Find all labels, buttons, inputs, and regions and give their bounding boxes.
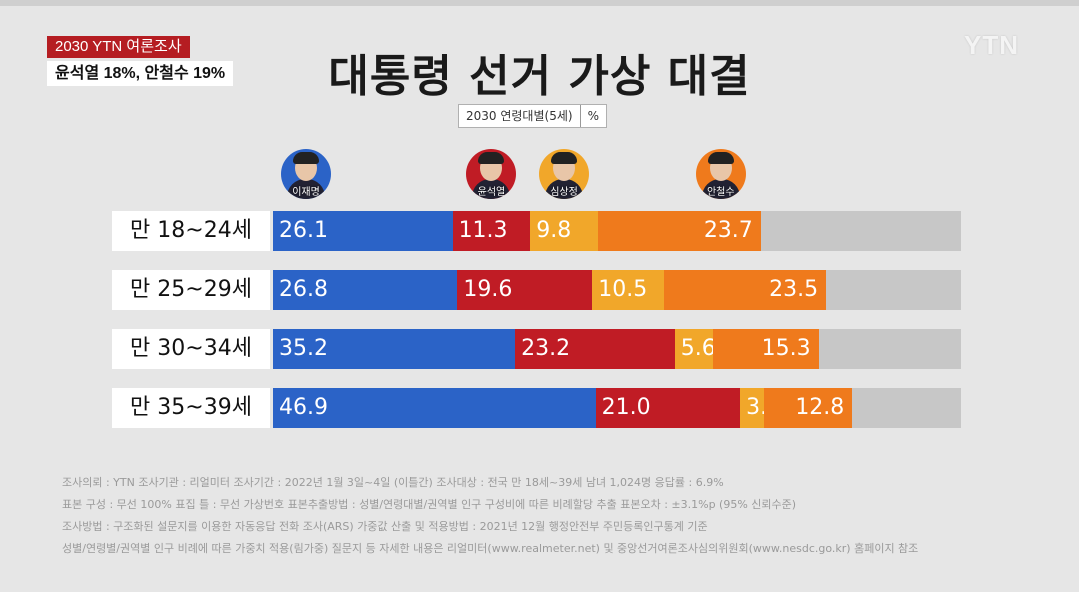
bar-segment xyxy=(273,270,458,310)
footnote-line: 조사의뢰 : YTN 조사기관 : 리얼미터 조사기간 : 2022년 1월 3… xyxy=(62,474,724,490)
row-label: 만 30~34세 xyxy=(112,329,270,369)
data-label: 46.9 xyxy=(279,395,328,420)
chart-title: 대통령 선거 가상 대결 xyxy=(328,51,751,102)
bar-segment xyxy=(597,211,761,251)
candidate-name: 윤석열 xyxy=(477,187,506,198)
hair-shape xyxy=(551,152,578,164)
bar-track: 35.2 23.2 5.6 15.3 xyxy=(273,329,961,369)
suit-shape xyxy=(701,179,740,199)
bar-track: 26.8 19.6 10.5 23.5 xyxy=(273,270,961,310)
headline-caption: 윤석열 18%, 안철수 19% xyxy=(47,61,234,86)
bar-segment xyxy=(764,388,853,428)
data-label: 9.8 xyxy=(536,218,572,243)
bar-segment xyxy=(273,388,596,428)
chart-subtitle-box: 2030 연령대별(5세) % xyxy=(458,104,607,128)
data-label: 21.0 xyxy=(601,395,651,420)
footnote-item: 조사기관 : 리얼미터 xyxy=(138,476,231,489)
footnote-item: 표본오차 : ±3.1%p (95% 신뢰수준) xyxy=(620,498,797,511)
bar-segment xyxy=(595,388,741,428)
footnote-item: 조사의뢰 : YTN xyxy=(62,476,135,489)
data-label: 10.5 xyxy=(598,277,648,302)
hair-shape xyxy=(478,152,505,164)
bar-segment xyxy=(713,329,819,369)
data-label: 12.8 xyxy=(795,395,845,420)
survey-tag: 2030 YTN 여론조사 xyxy=(47,36,190,58)
footnote-item: 조사기간 : 2022년 1월 3일~4일 (이틀간) xyxy=(233,476,433,489)
bar-segment xyxy=(740,388,765,428)
data-label: 26.1 xyxy=(279,218,328,243)
footnote-item: 표본추출방법 : 성별/연령대별/권역별 인구 구성비에 따른 비례할당 추출 xyxy=(287,498,617,511)
bar-segment xyxy=(457,270,593,310)
bar-track: 26.1 11.3 9.8 23.7 xyxy=(273,211,961,251)
candidate-name: 이재명 xyxy=(292,187,320,198)
bar-segment xyxy=(592,270,665,310)
footnote-item: 조사방법 : 구조화된 설문지를 이용한 자동응답 전화 조사(ARS) xyxy=(62,520,354,533)
footnote-line: 표본 구성 : 무선 100% 표집 틀 : 무선 가상번호 표본추출방법 : … xyxy=(62,496,796,512)
row-label: 만 18~24세 xyxy=(112,211,270,251)
data-label: 19.6 xyxy=(463,277,513,302)
candidate-name: 안철수 xyxy=(706,187,735,198)
data-label: 23.2 xyxy=(521,336,571,361)
data-label: 35.2 xyxy=(279,336,328,361)
footnote-item: 질문지 등 자세한 내용은 리얼미터(www.realmeter.net) 및 … xyxy=(331,542,919,555)
bar-segment xyxy=(273,329,516,369)
bar-segment xyxy=(530,211,598,251)
suit-shape xyxy=(287,179,325,199)
data-label: 5.6 xyxy=(680,336,716,361)
row-label: 만 35~39세 xyxy=(112,388,270,428)
candidate-avatar: 이재명 xyxy=(281,149,331,199)
footnote-line: 성별/연령별/권역별 인구 비례에 따른 가중치 적용(림가중) 질문지 등 자… xyxy=(62,540,918,556)
suit-shape xyxy=(472,179,511,199)
row-label: 만 25~29세 xyxy=(112,270,270,310)
candidate-name: 심상정 xyxy=(550,187,578,198)
candidate-avatar: 안철수 xyxy=(695,149,746,199)
bar-segment xyxy=(273,211,453,251)
data-label: 11.3 xyxy=(458,218,508,243)
footnote-item: 조사대상 : 전국 만 18세~39세 남녀 1,024명 xyxy=(436,476,652,489)
bar-segment xyxy=(664,270,827,310)
ytn-logo: YTN xyxy=(964,30,1019,60)
chart-subtitle: 2030 연령대별(5세) xyxy=(459,105,581,127)
bar-segment xyxy=(452,211,531,251)
data-label: 23.5 xyxy=(769,277,819,302)
data-label: 26.8 xyxy=(279,277,328,302)
hair-shape xyxy=(707,152,734,164)
bar-track: 46.921.03.512.8 xyxy=(273,388,961,428)
top-edge xyxy=(0,0,1079,6)
bar-segment xyxy=(515,329,675,369)
data-label: 23.7 xyxy=(703,218,753,243)
suit-shape xyxy=(545,179,584,199)
footnote-item: 표본 구성 : 무선 100% xyxy=(62,498,172,511)
footnote-line: 조사방법 : 구조화된 설문지를 이용한 자동응답 전화 조사(ARS) 가중값… xyxy=(62,518,708,534)
footnote-item: 성별/연령별/권역별 인구 비례에 따른 가중치 적용(림가중) xyxy=(62,542,329,555)
footnote-item: 표집 틀 : 무선 가상번호 xyxy=(175,498,285,511)
data-label: 15.3 xyxy=(761,336,811,361)
hair-shape xyxy=(293,152,319,164)
chart-unit: % xyxy=(587,109,599,123)
footnote-item: 응답률 : 6.9% xyxy=(654,476,724,489)
candidate-avatar: 윤석열 xyxy=(466,149,517,199)
candidate-avatar: 심상정 xyxy=(539,149,590,199)
bar-segment xyxy=(674,329,714,369)
footnote-item: 가중값 산출 및 적용방법 : 2021년 12월 행정안전부 주민등록인구통계… xyxy=(357,520,708,533)
